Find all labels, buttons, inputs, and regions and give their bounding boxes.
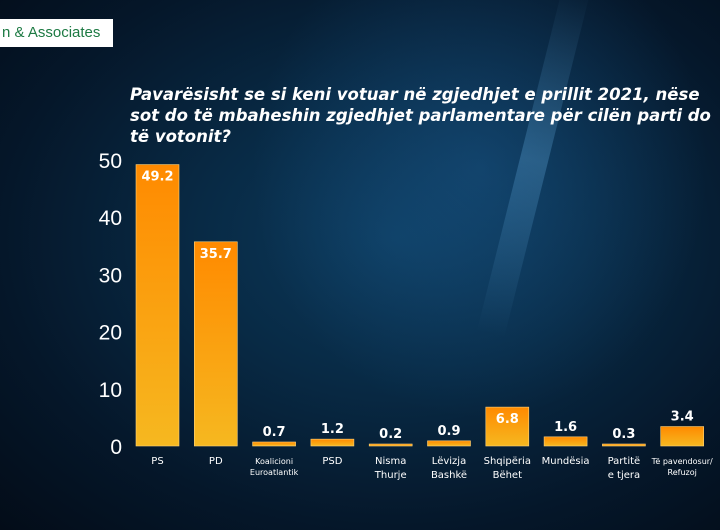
data-label: 1.6 [554, 420, 577, 435]
bars-group [135, 164, 705, 447]
bar [660, 426, 705, 447]
x-tick-label: PD [209, 456, 223, 467]
chart-title: Pavarësisht se si keni votuar në zgjedhj… [130, 85, 711, 146]
x-tick-label: Partitë [608, 456, 641, 467]
data-label: 0.9 [437, 424, 460, 439]
bar [252, 441, 296, 447]
bar [310, 438, 355, 447]
x-tick-label: Mundësia [542, 456, 590, 467]
data-label: 0.7 [263, 425, 286, 440]
x-tick-label: PSD [322, 456, 342, 467]
bar [135, 164, 180, 447]
data-label: 35.7 [200, 247, 232, 262]
x-tick-label: Thurje [374, 470, 407, 481]
data-label: 0.2 [379, 427, 402, 442]
x-tick-label: Bashkë [431, 470, 467, 481]
x-axis-labels-group: PS PD Koalicioni Euroatlantik PSD Nisma Thurje… [151, 456, 713, 481]
x-tick-label: Të pavendosur/ [651, 457, 713, 466]
data-label: 3.4 [671, 410, 694, 425]
x-tick-label: Koalicioni [255, 457, 293, 466]
bar [368, 443, 413, 447]
y-tick-label: 30 [99, 264, 122, 287]
data-label: 0.3 [612, 427, 635, 442]
pollster-logo-text: n & Associates [0, 19, 113, 47]
y-tick-label: 40 [99, 207, 122, 230]
x-tick-label: Refuzoj [668, 468, 697, 477]
y-tick-label: 10 [99, 379, 122, 402]
y-tick-label: 0 [110, 436, 122, 459]
y-axis: 0 10 20 30 40 50 [99, 150, 122, 459]
bar [485, 406, 530, 447]
bar [602, 443, 646, 447]
x-tick-label: e tjera [608, 470, 640, 481]
data-label: 1.2 [321, 422, 344, 437]
y-tick-label: 50 [99, 150, 122, 173]
background-glow [250, 0, 710, 420]
y-tick-label: 20 [99, 322, 122, 345]
value-labels-group: 49.2 35.7 0.7 1.2 0.2 0.9 6.8 1.6 0.3 3.4 [141, 170, 693, 442]
data-label: 6.8 [496, 412, 519, 427]
bar [543, 436, 588, 447]
data-label: 49.2 [141, 170, 173, 185]
bar [427, 440, 471, 447]
x-tick-label: PS [151, 456, 163, 467]
x-tick-label: Euroatlantik [250, 468, 299, 477]
bar [194, 241, 238, 447]
x-tick-label: Nisma [375, 456, 406, 467]
x-tick-label: Shqipëria [484, 456, 531, 467]
x-tick-label: Bëhet [493, 470, 523, 481]
x-tick-label: Lëvizja [432, 456, 466, 467]
